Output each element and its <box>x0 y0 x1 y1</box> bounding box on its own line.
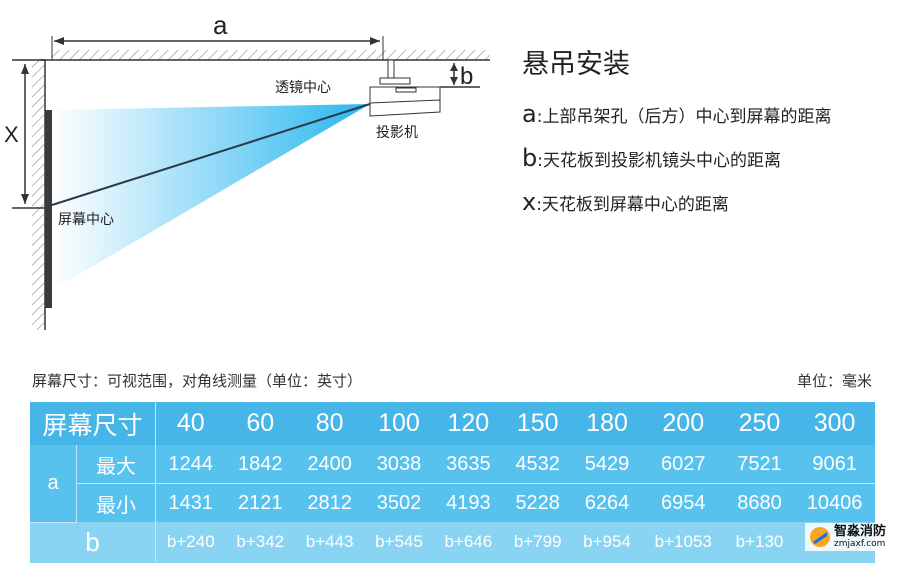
ceiling-hatch <box>52 50 490 60</box>
table-cell: b+545 <box>364 522 434 563</box>
table-cell: 180 <box>572 402 642 445</box>
table-cell: 10406 <box>794 483 875 522</box>
label-projector: 投影机 <box>376 125 418 141</box>
table-cell: b+646 <box>433 522 504 563</box>
legend-item-b: b:天花板到投影机镜头中心的距离 <box>522 144 781 172</box>
max-label: 最大 <box>76 445 156 484</box>
table-cell: 5429 <box>572 445 642 484</box>
table-cell: 6954 <box>641 483 725 522</box>
table-cell: 7521 <box>724 445 795 484</box>
arrow-head <box>450 63 458 71</box>
table-cell: 6264 <box>572 483 642 522</box>
table-cell: 150 <box>503 402 573 445</box>
table-cell: 80 <box>294 402 365 445</box>
table-cell: 2400 <box>294 445 365 484</box>
center-line <box>51 103 371 206</box>
label-a: a <box>213 10 228 40</box>
header-row: 屏幕尺寸 40 60 80 100 120 150 180 200 250 300 <box>30 402 875 445</box>
legend-item-a: a:上部吊架孔（后方）中心到屏幕的距离 <box>522 100 831 128</box>
table-cell: 3635 <box>433 445 504 484</box>
table-cell: 9061 <box>794 445 875 484</box>
table-cell: b+342 <box>225 522 295 563</box>
label-x: X <box>4 122 19 147</box>
table-cell: b+1053 <box>641 522 725 563</box>
table-cell: 3502 <box>364 483 434 522</box>
projector-icon <box>369 59 441 117</box>
b-label: b <box>30 522 156 563</box>
screen <box>45 110 52 308</box>
table-cell: 60 <box>225 402 295 445</box>
table-row-a-min: 最小 1431 2121 2812 3502 4193 5228 6264 6954 8680 1… <box>30 483 875 522</box>
table-cell: b+799 <box>503 522 573 563</box>
legend-text: :天花板到屏幕中心的距离 <box>536 195 729 215</box>
legend-text: :天花板到投影机镜头中心的距离 <box>537 151 781 171</box>
wall-hatch <box>32 60 44 330</box>
table-cell: 100 <box>364 402 434 445</box>
caption-screen-size: 屏幕尺寸：可视范围，对角线测量（单位：英寸） <box>32 372 363 390</box>
legend-key: x <box>522 188 537 216</box>
legend-key: b <box>522 144 538 172</box>
table-cell: b+130 <box>724 522 795 563</box>
label-screen-center: 屏幕中心 <box>58 212 114 228</box>
legend-text: :上部吊架孔（后方）中心到屏幕的距离 <box>536 107 832 127</box>
a-label: a <box>30 445 77 523</box>
table-cell: 5228 <box>503 483 573 522</box>
table-cell: 2121 <box>225 483 295 522</box>
logo-icon <box>809 527 830 547</box>
table-cell: 6027 <box>641 445 725 484</box>
table-cell: 250 <box>724 402 795 445</box>
arrow-head <box>370 37 380 45</box>
table-cell: 1842 <box>225 445 295 484</box>
arrow-head <box>21 194 29 204</box>
header-label: 屏幕尺寸 <box>30 402 156 445</box>
table-row-b: b b+240 b+342 b+443 b+545 b+646 b+799 b+954 b+1… <box>30 522 875 563</box>
min-label: 最小 <box>76 483 156 522</box>
table-cell: 200 <box>641 402 725 445</box>
table-cell: 8680 <box>724 483 795 522</box>
table-cell: 4532 <box>503 445 573 484</box>
arrow-head <box>54 37 64 45</box>
table-cell: 2812 <box>294 483 365 522</box>
legend-item-x: x:天花板到屏幕中心的距离 <box>522 188 729 216</box>
table-cell: 300 <box>794 402 875 445</box>
table-cell: b+954 <box>572 522 642 563</box>
ceiling-mount-diagram: a b X 透镜中心 投影机 屏幕中心 <box>4 10 490 330</box>
table-cell: 1244 <box>155 445 226 484</box>
projection-beam <box>52 104 370 290</box>
page-title: 悬吊安装 <box>522 49 630 80</box>
table-cell: 4193 <box>433 483 504 522</box>
arrow-head <box>450 77 458 85</box>
distance-table: 屏幕尺寸 40 60 80 100 120 150 180 200 250 300 a 最大 12… <box>30 402 875 563</box>
watermark-logo: 智淼消防 zmjaxf.com <box>804 523 890 551</box>
caption-unit: 单位：毫米 <box>796 372 872 390</box>
table-cell: 120 <box>433 402 504 445</box>
table-cell: 1431 <box>155 483 226 522</box>
legend-key: a <box>522 100 537 128</box>
label-lens-center: 透镜中心 <box>275 80 331 96</box>
table-row-a-max: a 最大 1244 1842 2400 3038 3635 4532 5429 6027 752… <box>30 445 875 523</box>
table-cell: b+443 <box>294 522 365 563</box>
table-cell: 40 <box>155 402 226 445</box>
arrow-head <box>21 64 29 74</box>
table-cell: b+240 <box>155 522 226 563</box>
label-b: b <box>460 63 473 90</box>
table-cell: 3038 <box>364 445 434 484</box>
